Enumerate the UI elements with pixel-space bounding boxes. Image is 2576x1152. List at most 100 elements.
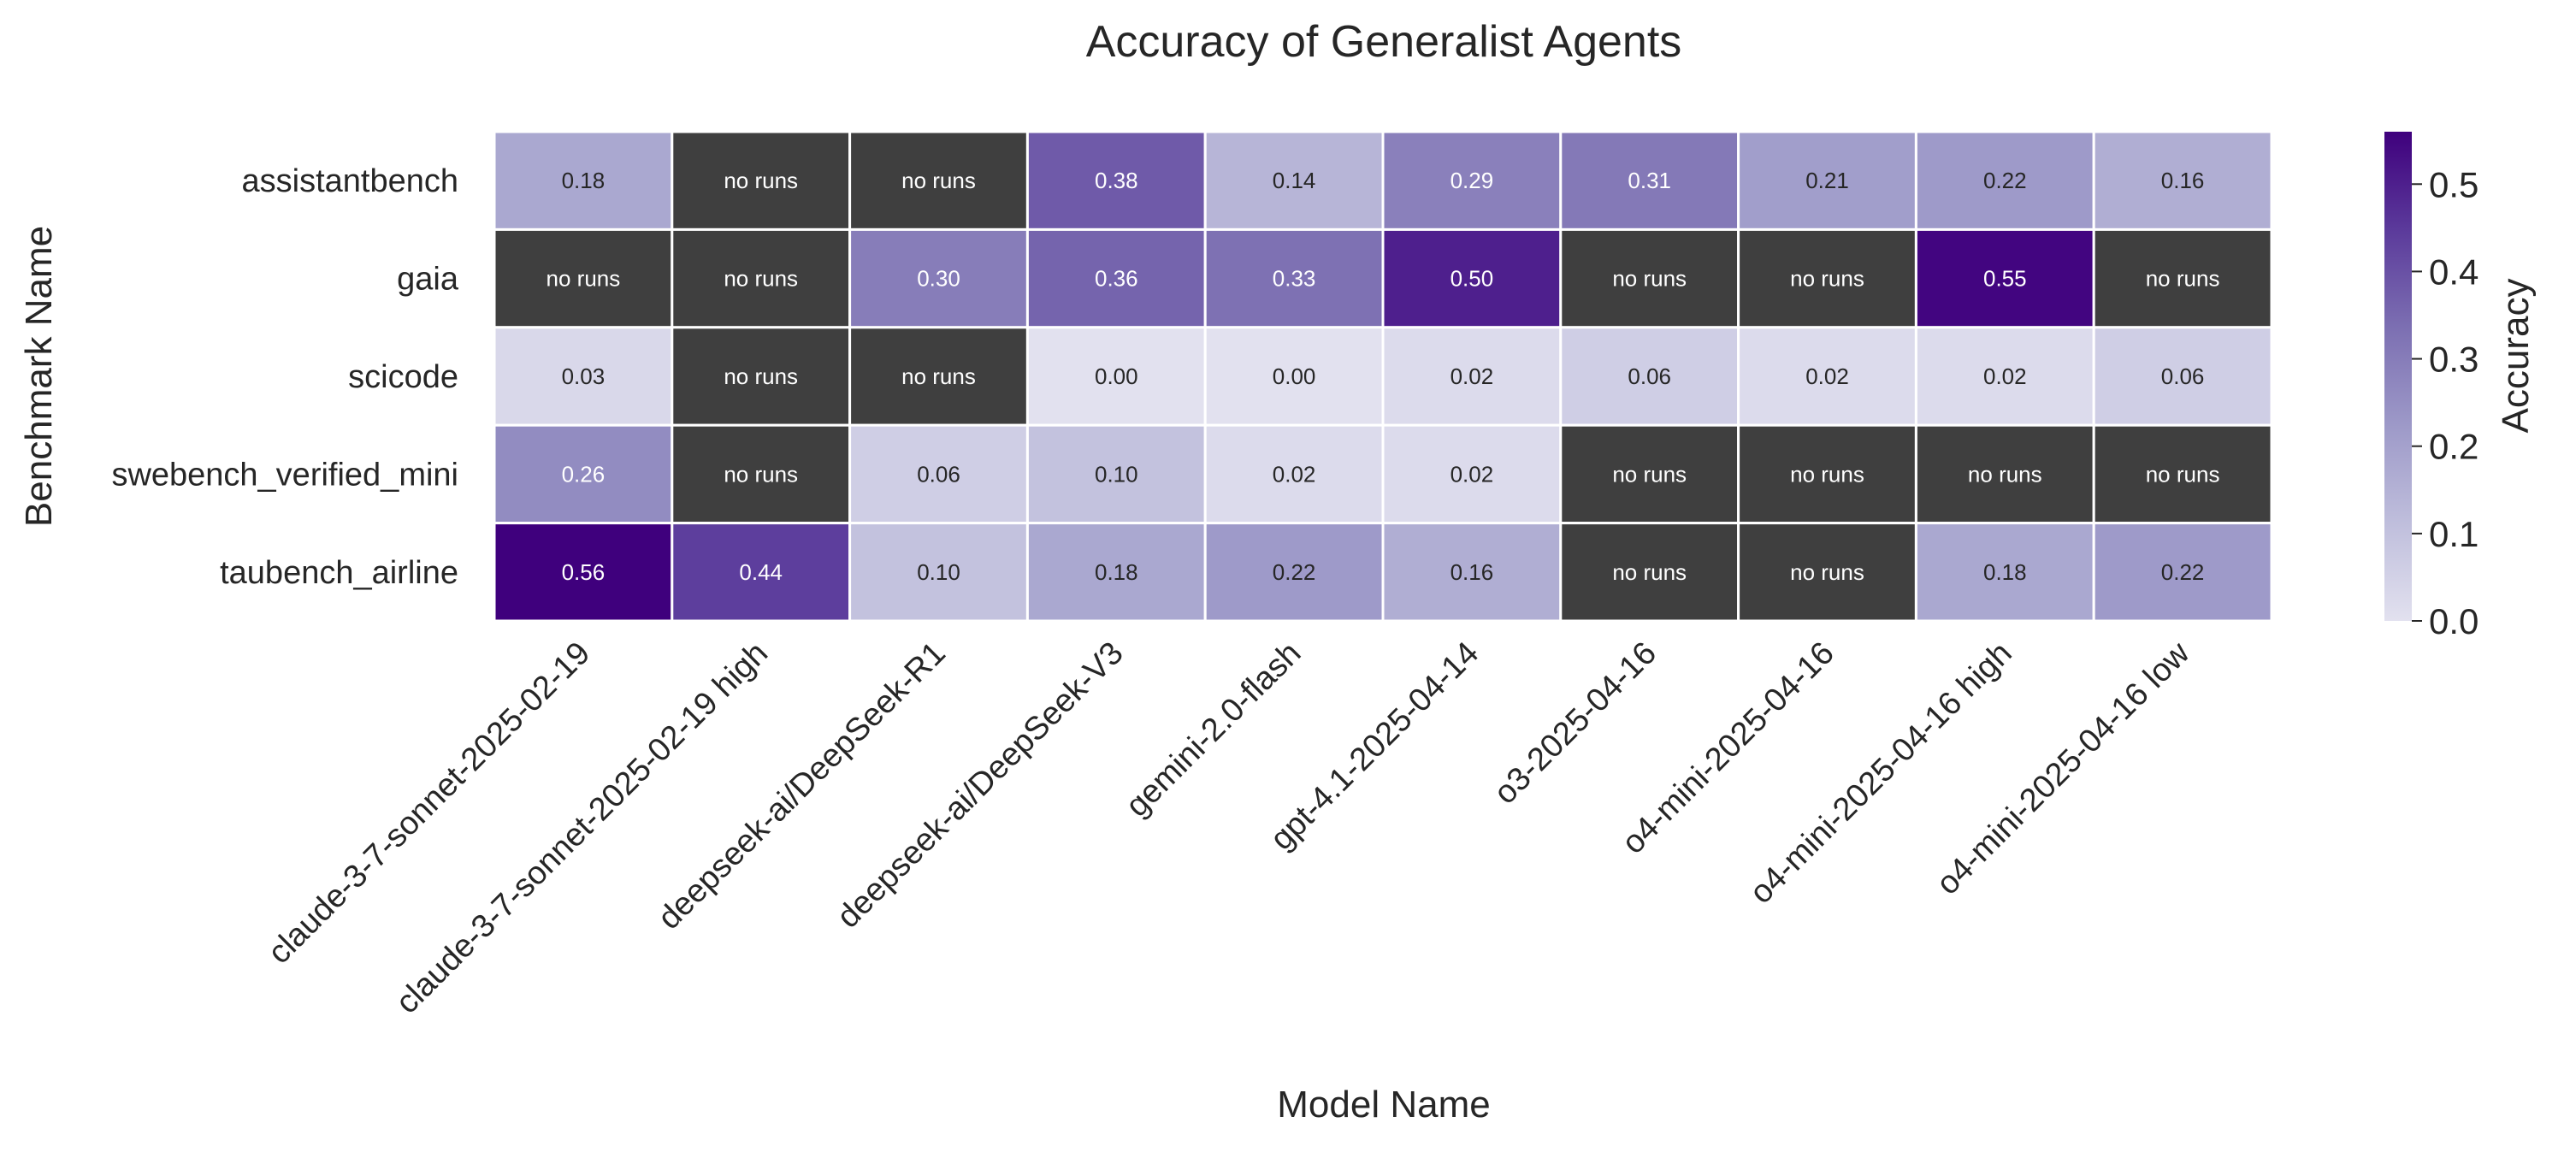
chart-title: Accuracy of Generalist Agents xyxy=(1086,17,1682,67)
cell-value-label: no runs xyxy=(2146,461,2220,487)
cell-value-label: 0.44 xyxy=(739,559,783,585)
cell-value-label: no runs xyxy=(724,363,798,389)
y-tick-label: taubench_airline xyxy=(220,555,458,591)
cell-value-label: 0.30 xyxy=(917,266,960,292)
heatmap-cell xyxy=(2092,423,2273,525)
cell-value-label: 0.06 xyxy=(917,461,960,487)
colorbar-gradient xyxy=(2384,132,2412,621)
heatmap-cell xyxy=(671,326,852,427)
cell-value-label: 0.10 xyxy=(917,559,960,585)
x-tick-label: claude-3-7-sonnet-2025-02-19 high xyxy=(389,635,775,1021)
cell-value-label: 0.22 xyxy=(2161,559,2205,585)
colorbar-label: Accuracy xyxy=(2495,279,2537,434)
cell-value-label: 0.02 xyxy=(1983,363,2027,389)
x-tick-label: claude-3-7-sonnet-2025-02-19 xyxy=(262,635,598,972)
heatmap-cell xyxy=(671,227,852,329)
cell-value-label: 0.18 xyxy=(1983,559,2027,585)
heatmap-cell xyxy=(2092,326,2273,427)
colorbar-tick-label: 0.1 xyxy=(2429,514,2479,554)
y-tick-labels: assistantbench gaia scicode swebench_verifi… xyxy=(111,163,458,591)
cell-value-label: 0.14 xyxy=(1273,168,1316,193)
heatmap-cell xyxy=(1914,522,2095,623)
cell-value-label: no runs xyxy=(1790,461,1864,487)
heatmap-cell xyxy=(671,522,852,623)
cell-value-label: 0.22 xyxy=(1273,559,1316,585)
heatmap-cell xyxy=(1559,326,1740,427)
cell-value-label: 0.00 xyxy=(1095,363,1138,389)
heatmap-cell xyxy=(1737,522,1917,623)
heatmap-cell xyxy=(1559,423,1740,525)
cell-value-label: 0.38 xyxy=(1095,168,1138,193)
cell-value-label: 0.18 xyxy=(562,168,606,193)
x-axis-label: Model Name xyxy=(1277,1084,1490,1125)
heatmap-cell xyxy=(1737,227,1917,329)
cell-value-label: 0.02 xyxy=(1450,461,1494,487)
y-tick-label: scicode xyxy=(348,359,458,395)
cell-value-label: 0.36 xyxy=(1095,266,1138,292)
colorbar-tick-label: 0.4 xyxy=(2429,251,2479,292)
cell-value-label: 0.29 xyxy=(1450,168,1494,193)
heatmap-cell xyxy=(848,326,1029,427)
heatmap-cell xyxy=(1914,326,2095,427)
colorbar-tick-label: 0.5 xyxy=(2429,164,2479,204)
colorbar: 0.0 0.1 0.2 0.3 0.4 0.5 xyxy=(2384,132,2479,641)
cell-value-label: 0.22 xyxy=(1983,168,2027,193)
cell-value-label: no runs xyxy=(547,266,621,292)
cell-value-label: no runs xyxy=(1790,266,1864,292)
cell-value-label: 0.33 xyxy=(1273,266,1316,292)
cell-value-label: no runs xyxy=(2146,266,2220,292)
heatmap-cell xyxy=(671,130,852,231)
cell-value-label: no runs xyxy=(724,266,798,292)
y-tick-label: swebench_verified_mini xyxy=(111,457,458,493)
cell-value-label: 0.06 xyxy=(2161,363,2205,389)
heatmap-cell xyxy=(1914,227,2095,329)
cell-value-label: 0.00 xyxy=(1273,363,1316,389)
heatmap-cell xyxy=(493,522,674,623)
heatmap-cell xyxy=(493,423,674,525)
heatmap-cell xyxy=(1025,227,1207,329)
cell-value-label: no runs xyxy=(1612,559,1687,585)
heatmap-cell xyxy=(1381,130,1563,231)
heatmap-cell xyxy=(1914,423,2095,525)
x-tick-label: gemini-2.0-flash xyxy=(1120,635,1309,824)
heatmap-cell xyxy=(1737,326,1917,427)
heatmap-cell xyxy=(1381,522,1563,623)
x-tick-label: deepseek-ai/DeepSeek-R1 xyxy=(652,635,953,936)
x-tick-label: deepseek-ai/DeepSeek-V3 xyxy=(830,635,1131,936)
cell-value-label: 0.10 xyxy=(1095,461,1138,487)
heatmap-cell xyxy=(848,130,1029,231)
cell-value-label: no runs xyxy=(901,168,976,193)
cell-value-label: 0.02 xyxy=(1450,363,1494,389)
heatmap-cell xyxy=(1203,522,1385,623)
heatmap-cells: 0.18 no runs no runs 0.38 0.14 0.29 0.31 0.21 0.… xyxy=(493,130,2273,623)
heatmap-cell xyxy=(1559,522,1740,623)
cell-value-label: no runs xyxy=(724,461,798,487)
heatmap-cell xyxy=(1381,423,1563,525)
heatmap-cell xyxy=(2092,130,2273,231)
cell-value-label: no runs xyxy=(1612,266,1687,292)
cell-value-label: no runs xyxy=(1612,461,1687,487)
heatmap-cell xyxy=(493,326,674,427)
cell-value-label: no runs xyxy=(1968,461,2042,487)
cell-value-label: 0.16 xyxy=(2161,168,2205,193)
cell-value-label: no runs xyxy=(724,168,798,193)
cell-value-label: 0.02 xyxy=(1273,461,1316,487)
heatmap-cell xyxy=(493,130,674,231)
heatmap-cell xyxy=(848,522,1029,623)
colorbar-tick-label: 0.2 xyxy=(2429,427,2479,467)
cell-value-label: 0.56 xyxy=(562,559,606,585)
heatmap-cell xyxy=(2092,227,2273,329)
x-tick-label: o3-2025-04-16 xyxy=(1487,635,1663,812)
cell-value-label: no runs xyxy=(1790,559,1864,585)
cell-value-label: 0.21 xyxy=(1805,168,1849,193)
heatmap-cell xyxy=(1559,227,1740,329)
colorbar-tick-label: 0.3 xyxy=(2429,340,2479,380)
y-axis-label: Benchmark Name xyxy=(18,226,60,527)
cell-value-label: 0.02 xyxy=(1805,363,1849,389)
cell-value-label: 0.31 xyxy=(1628,168,1671,193)
cell-value-label: 0.55 xyxy=(1983,266,2027,292)
heatmap-cell xyxy=(1381,227,1563,329)
cell-value-label: 0.16 xyxy=(1450,559,1494,585)
colorbar-tick-label: 0.0 xyxy=(2429,601,2479,641)
